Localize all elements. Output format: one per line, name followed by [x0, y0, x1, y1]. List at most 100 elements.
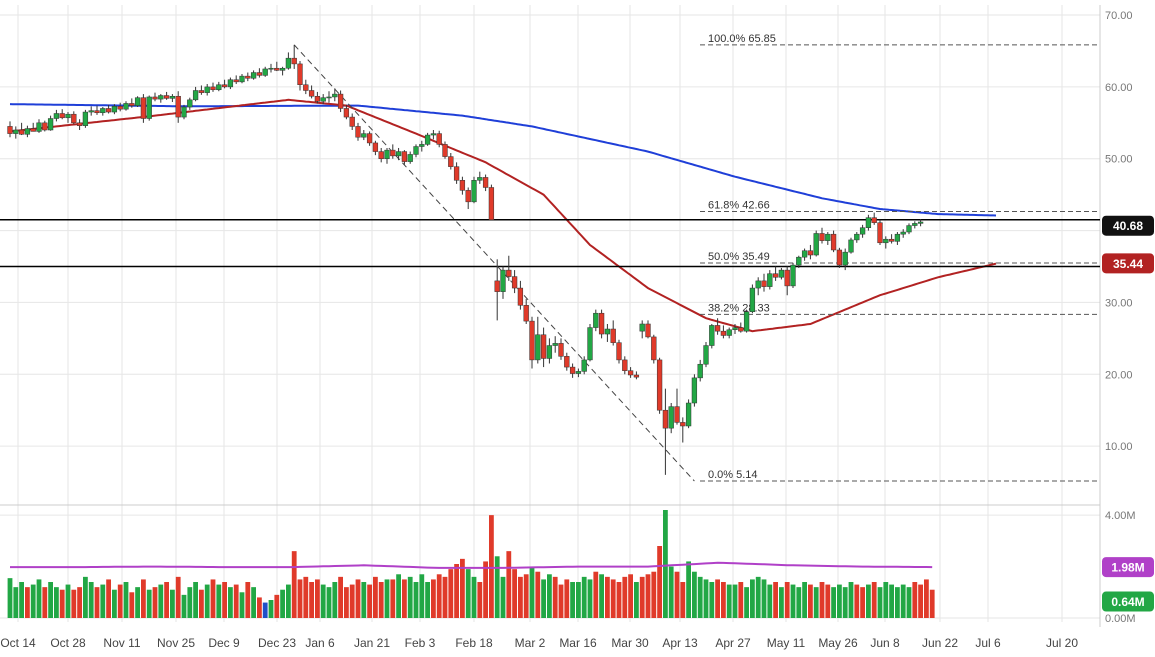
candle-body — [743, 311, 750, 332]
candle-body — [18, 129, 25, 135]
volume-bar — [181, 594, 187, 618]
candle — [192, 86, 199, 102]
volume-bar — [71, 589, 77, 618]
candle — [419, 140, 425, 152]
volume-average-line — [10, 561, 933, 569]
volume-bar — [871, 582, 877, 618]
date-tick-label: Oct 14 — [0, 636, 36, 650]
candle — [784, 266, 790, 296]
candle — [314, 91, 321, 104]
volume-bar — [88, 582, 94, 618]
candle-body — [291, 57, 297, 65]
volume-bar — [402, 579, 407, 618]
candle — [366, 131, 373, 146]
candle — [169, 94, 176, 102]
candle — [390, 144, 396, 159]
candle-body — [604, 328, 611, 335]
volume-bar — [732, 584, 738, 618]
fib-label-2: 50.0% 35.49 — [708, 251, 770, 263]
candle — [71, 111, 77, 125]
candle — [65, 112, 71, 123]
candle-body — [216, 84, 222, 91]
candle-body — [361, 133, 367, 138]
candle-body — [778, 269, 785, 278]
candle — [140, 94, 147, 123]
candle-body — [842, 251, 848, 266]
candle — [813, 230, 819, 257]
volume-bar — [837, 584, 842, 618]
candle — [645, 320, 651, 339]
volume-bar — [784, 582, 790, 618]
volume-bar — [152, 587, 158, 618]
volume-bar — [709, 582, 715, 618]
moving-average-line-1 — [9, 98, 997, 333]
candle-body — [819, 233, 825, 241]
candle — [88, 106, 94, 116]
candle — [888, 234, 895, 244]
volume-bar — [529, 566, 535, 618]
volume-bar — [419, 574, 425, 618]
candle-body — [697, 363, 703, 379]
candle-body — [355, 126, 361, 138]
volume-bar — [721, 582, 726, 618]
date-tick-label: Mar 2 — [515, 636, 546, 650]
date-tick-label: May 26 — [818, 636, 858, 650]
candle — [274, 61, 280, 72]
candle — [494, 259, 500, 321]
candle-body — [674, 406, 680, 423]
volume-bar — [274, 594, 280, 618]
moving-averages — [9, 98, 997, 333]
candle-body — [616, 342, 622, 361]
candle — [349, 113, 355, 131]
candle-body — [558, 343, 564, 357]
candle — [726, 327, 732, 339]
candle — [442, 141, 448, 159]
volume-bar — [245, 582, 251, 618]
x-axis-labels: Oct 14 Oct 28 Nov 11 Nov 25 Dec 9 Dec 23 Jan 6… — [0, 636, 1078, 650]
volume-bar — [262, 602, 268, 618]
candle-body — [529, 320, 535, 361]
volume-bar — [367, 584, 372, 618]
candle-body — [436, 133, 442, 145]
candle — [175, 91, 181, 123]
candle-body — [627, 370, 634, 376]
candle-body — [326, 96, 332, 99]
candle — [790, 262, 796, 289]
candle — [859, 224, 866, 238]
candle — [622, 356, 628, 375]
candle — [117, 102, 123, 112]
candle — [558, 338, 564, 360]
volume-tick-label: 4.00M — [1105, 510, 1136, 522]
candle-body — [801, 250, 808, 258]
volume-bar — [54, 587, 59, 618]
volume-bar — [929, 589, 935, 618]
candle — [842, 248, 848, 271]
candle — [552, 336, 558, 353]
horizontal-levels — [0, 219, 1100, 268]
candle — [239, 73, 245, 84]
volume-bar — [407, 576, 413, 618]
price-tag-1-text: 35.44 — [1113, 257, 1143, 271]
volume-bar — [738, 582, 744, 618]
volume-bar — [744, 587, 749, 618]
volume-bar — [639, 576, 645, 618]
volume-bar — [187, 587, 193, 618]
candle — [465, 187, 471, 210]
candle-body — [378, 151, 384, 159]
candle — [320, 94, 326, 105]
candle — [152, 92, 158, 102]
candle-body — [871, 217, 877, 223]
candle — [500, 266, 506, 299]
candle — [477, 171, 483, 184]
candle-body — [448, 156, 454, 167]
candle — [749, 284, 756, 314]
volume-bar — [512, 569, 517, 618]
volume-bar — [355, 579, 361, 618]
volume-bar — [558, 584, 564, 618]
volume-bar — [541, 579, 546, 618]
volume-bar — [210, 579, 216, 618]
date-tick-label: Feb 18 — [455, 636, 493, 650]
candle — [906, 223, 912, 235]
candle — [674, 388, 680, 425]
